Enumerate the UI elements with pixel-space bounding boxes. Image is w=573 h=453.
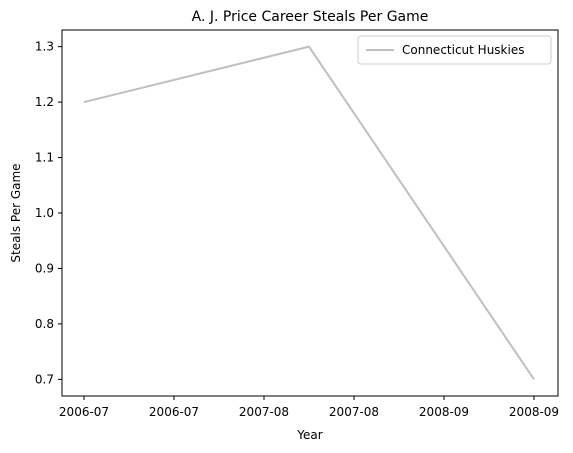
legend-box [357, 35, 552, 65]
y-axis-ticks: 0.7 0.8 0.9 1.0 1.1 1.2 1.3 [35, 40, 62, 386]
x-tick-label: 2008-09 [509, 405, 559, 419]
series-line-0 [83, 45, 535, 380]
x-tick-label: 2006-07 [59, 405, 109, 419]
y-tick-label: 1.3 [35, 40, 54, 54]
x-tick-label: 2006-07 [149, 405, 199, 419]
x-axis-label: Year [296, 428, 322, 442]
x-tick-label: 2007-08 [239, 405, 289, 419]
chart-title: A. J. Price Career Steals Per Game [192, 9, 429, 25]
series-layer [83, 45, 535, 380]
plot-area [61, 29, 559, 397]
y-tick-label: 1.1 [35, 151, 54, 165]
y-tick-label: 1.0 [35, 206, 54, 220]
y-tick-label: 0.8 [35, 317, 54, 331]
y-axis-label: Steals Per Game [9, 163, 23, 262]
x-axis-ticks: 2006-07 2006-07 2007-08 2007-08 2008-09 2008-… [59, 396, 559, 419]
legend-label: Connecticut Huskies [402, 43, 524, 57]
legend: Connecticut Huskies [357, 35, 552, 65]
x-tick-label: 2008-09 [419, 405, 469, 419]
y-tick-label: 0.7 [35, 372, 54, 386]
y-tick-label: 1.2 [35, 95, 54, 109]
x-tick-label: 2007-08 [329, 405, 379, 419]
y-tick-label: 0.9 [35, 261, 54, 275]
